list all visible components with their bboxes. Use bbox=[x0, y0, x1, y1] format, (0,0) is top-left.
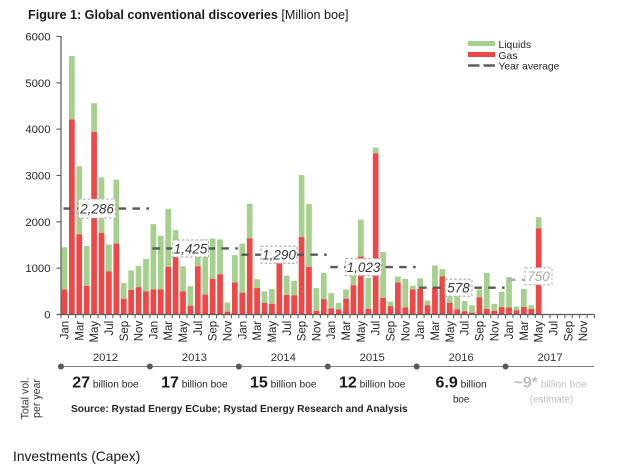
svg-text:2014: 2014 bbox=[271, 352, 296, 364]
svg-text:Jan: Jan bbox=[148, 321, 160, 340]
svg-text:May: May bbox=[445, 321, 457, 343]
svg-text:boe: boe bbox=[453, 395, 470, 406]
svg-text:2000: 2000 bbox=[25, 217, 50, 229]
svg-text:5000: 5000 bbox=[25, 78, 50, 90]
svg-text:May: May bbox=[178, 321, 190, 343]
svg-text:17 billion boe: 17 billion boe bbox=[161, 375, 228, 392]
svg-text:Jan: Jan bbox=[60, 321, 72, 340]
svg-text:6.9 billion: 6.9 billion bbox=[436, 375, 487, 392]
svg-text:Total vol.: Total vol. bbox=[20, 378, 32, 420]
svg-text:2013: 2013 bbox=[182, 352, 207, 364]
svg-text:6000: 6000 bbox=[25, 32, 50, 44]
svg-text:Jul: Jul bbox=[282, 321, 294, 336]
svg-text:0: 0 bbox=[44, 310, 50, 322]
svg-text:Nov: Nov bbox=[311, 321, 323, 342]
svg-text:Jan: Jan bbox=[415, 321, 427, 340]
svg-text:Jul: Jul bbox=[193, 321, 205, 336]
svg-text:Sep: Sep bbox=[386, 321, 398, 341]
svg-text:1,023: 1,023 bbox=[347, 260, 381, 275]
svg-text:750: 750 bbox=[527, 269, 550, 284]
svg-text:Mar: Mar bbox=[341, 321, 353, 341]
svg-text:Jul: Jul bbox=[371, 321, 383, 336]
svg-text:Year average: Year average bbox=[499, 61, 560, 72]
svg-text:Sep: Sep bbox=[119, 321, 131, 341]
svg-text:Jul: Jul bbox=[549, 321, 561, 336]
svg-text:Mar: Mar bbox=[519, 321, 531, 341]
svg-text:2015: 2015 bbox=[360, 352, 385, 364]
svg-text:Gas: Gas bbox=[499, 51, 518, 62]
svg-text:Sep: Sep bbox=[297, 321, 309, 341]
svg-text:Jul: Jul bbox=[460, 321, 472, 336]
svg-text:Nov: Nov bbox=[578, 321, 590, 342]
svg-text:12 billion boe: 12 billion boe bbox=[339, 375, 406, 392]
svg-text:May: May bbox=[267, 321, 279, 343]
svg-text:1000: 1000 bbox=[25, 263, 50, 275]
svg-text:Sep: Sep bbox=[474, 321, 486, 341]
svg-text:3000: 3000 bbox=[25, 171, 50, 183]
svg-text:~9* billion boe: ~9* billion boe bbox=[513, 375, 587, 392]
svg-text:1,425: 1,425 bbox=[174, 241, 208, 256]
svg-text:Mar: Mar bbox=[74, 321, 86, 341]
svg-text:May: May bbox=[89, 321, 101, 343]
svg-text:Investments (Capex): Investments (Capex) bbox=[13, 449, 140, 464]
svg-text:Nov: Nov bbox=[223, 321, 235, 342]
svg-text:Jul: Jul bbox=[104, 321, 116, 336]
svg-text:May: May bbox=[534, 321, 546, 343]
svg-text:Mar: Mar bbox=[163, 321, 175, 341]
svg-text:Jan: Jan bbox=[237, 321, 249, 340]
svg-text:578: 578 bbox=[447, 281, 470, 296]
svg-text:Nov: Nov bbox=[134, 321, 146, 342]
svg-text:2012: 2012 bbox=[93, 352, 118, 364]
svg-text:27 billion boe: 27 billion boe bbox=[72, 375, 139, 392]
svg-text:2,286: 2,286 bbox=[79, 201, 114, 216]
svg-text:Mar: Mar bbox=[430, 321, 442, 341]
svg-text:Sep: Sep bbox=[208, 321, 220, 341]
svg-text:per year: per year bbox=[31, 379, 43, 418]
svg-text:2016: 2016 bbox=[449, 352, 474, 364]
svg-text:Nov: Nov bbox=[400, 321, 412, 342]
svg-text:Liquids: Liquids bbox=[499, 40, 532, 51]
svg-text:Jan: Jan bbox=[504, 321, 516, 340]
svg-text:1,290: 1,290 bbox=[262, 248, 296, 263]
svg-text:May: May bbox=[356, 321, 368, 343]
svg-text:4000: 4000 bbox=[25, 124, 50, 136]
svg-text:Source: Rystad Energy ECube; R: Source: Rystad Energy ECube; Rystad Ener… bbox=[71, 404, 408, 415]
svg-text:Figure 1: Global conventional: Figure 1: Global conventional discoverie… bbox=[28, 8, 349, 22]
svg-text:15 billion boe: 15 billion boe bbox=[250, 375, 317, 392]
svg-text:Sep: Sep bbox=[563, 321, 575, 341]
svg-text:Nov: Nov bbox=[489, 321, 501, 342]
svg-text:2017: 2017 bbox=[537, 352, 562, 364]
svg-text:(estimate): (estimate) bbox=[530, 395, 574, 406]
svg-text:Jan: Jan bbox=[326, 321, 338, 340]
svg-text:Mar: Mar bbox=[252, 321, 264, 341]
